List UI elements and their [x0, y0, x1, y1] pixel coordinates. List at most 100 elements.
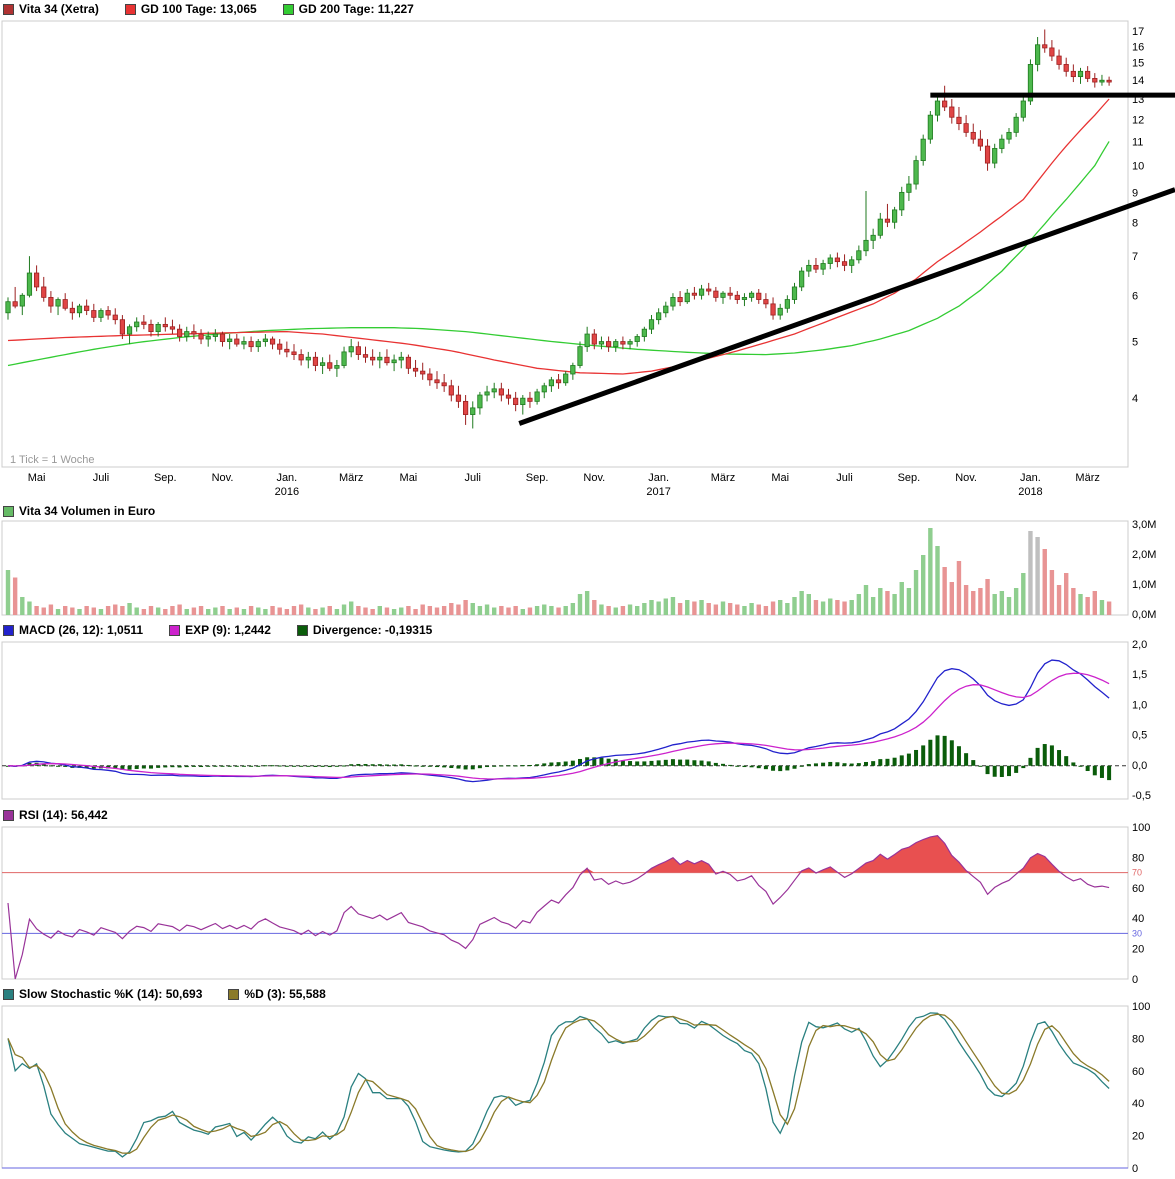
svg-text:80: 80 — [1132, 1033, 1144, 1045]
macd-signal-line — [7, 672, 1110, 780]
gd100-line — [7, 98, 1110, 375]
svg-text:1,5: 1,5 — [1132, 669, 1147, 681]
instrument-swatch-icon — [3, 3, 14, 15]
stoch-d-swatch-icon — [228, 988, 240, 1000]
macd-legend: MACD (26, 12): 1,0511 EXP (9): 1,2442 Di… — [0, 621, 1175, 638]
svg-text:Jan.: Jan. — [648, 472, 669, 484]
gd200-line — [7, 141, 1110, 367]
tick-note: 1 Tick = 1 Woche — [10, 454, 94, 466]
legend-item-macd: MACD (26, 12): 1,0511 — [3, 623, 143, 637]
svg-text:10: 10 — [1132, 161, 1144, 173]
svg-text:1,0: 1,0 — [1132, 699, 1147, 711]
svg-text:1,0M: 1,0M — [1132, 579, 1156, 591]
svg-text:Juli: Juli — [93, 472, 110, 484]
legend-label-stoch-k: Slow Stochastic %K (14): 50,693 — [19, 987, 203, 1001]
legend-item-volume: Vita 34 Volumen in Euro — [3, 504, 155, 518]
macd-chart-svg: 2,0 1,5 1,0 0,5 0,0 -0,5 — [1, 639, 1151, 802]
macd-y-axis-labels: 2,0 1,5 1,0 0,5 0,0 -0,5 — [1132, 639, 1151, 802]
svg-text:2017: 2017 — [646, 486, 670, 498]
svg-text:6: 6 — [1132, 290, 1138, 302]
rsi-legend: RSI (14): 56,442 — [0, 806, 1175, 823]
exp-swatch-icon — [169, 624, 181, 636]
svg-text:100: 100 — [1132, 823, 1150, 834]
rsi-70-label: 70 — [1132, 868, 1142, 878]
rsi-line — [7, 835, 1110, 980]
svg-text:2016: 2016 — [275, 486, 299, 498]
legend-label-gd100: GD 100 Tage: 13,065 — [140, 2, 257, 16]
candlestick-series — [5, 29, 1112, 429]
svg-text:8: 8 — [1132, 217, 1138, 229]
stochastic-chart-svg: 100 80 60 40 20 0 — [1, 1002, 1150, 1174]
volume-y-axis-labels: 3,0M 2,0M 1,0M 0,0M — [1132, 519, 1156, 621]
legend-label-volume: Vita 34 Volumen in Euro — [19, 504, 156, 518]
svg-text:0: 0 — [1132, 974, 1138, 985]
rsi-overbought-fill — [8, 835, 1110, 873]
gd100-swatch-icon — [124, 3, 136, 15]
svg-text:Juli: Juli — [836, 472, 853, 484]
svg-text:40: 40 — [1132, 1098, 1144, 1110]
legend-label-rsi: RSI (14): 56,442 — [19, 808, 108, 822]
legend-label-macd: MACD (26, 12): 1,0511 — [19, 623, 144, 637]
svg-text:Nov.: Nov. — [583, 472, 605, 484]
svg-text:2,0: 2,0 — [1132, 639, 1147, 651]
svg-text:2018: 2018 — [1018, 486, 1042, 498]
svg-text:40: 40 — [1132, 913, 1144, 925]
trend-line — [518, 187, 1175, 426]
stochastic-legend: Slow Stochastic %K (14): 50,693 %D (3): … — [0, 985, 1175, 1002]
svg-text:März: März — [1075, 472, 1099, 484]
macd-swatch-icon — [3, 624, 14, 636]
price-chart-svg: 17 16 15 14 13 12 11 10 9 8 7 6 5 4 1 Tick = 1 Woche Ma… — [1, 20, 1175, 498]
legend-item-gd200: GD 200 Tage: 11,227 — [282, 2, 414, 16]
rsi-30-label: 30 — [1132, 928, 1142, 938]
svg-text:80: 80 — [1132, 852, 1144, 864]
legend-label-stoch-d: %D (3): 55,588 — [244, 987, 326, 1001]
svg-text:0,5: 0,5 — [1132, 730, 1147, 742]
legend-label-gd200: GD 200 Tage: 11,227 — [298, 2, 414, 16]
macd-panel: MACD (26, 12): 1,0511 EXP (9): 1,2442 Di… — [0, 621, 1175, 806]
rsi-y-axis-labels: 100 80 60 40 20 0 — [1132, 823, 1150, 985]
svg-text:16: 16 — [1132, 41, 1144, 53]
legend-label-exp: EXP (9): 1,2442 — [185, 623, 271, 637]
svg-text:7: 7 — [1132, 251, 1138, 263]
svg-text:0,0: 0,0 — [1132, 760, 1147, 772]
legend-item-divergence: Divergence: -0,19315 — [296, 623, 433, 637]
svg-text:Sep.: Sep. — [154, 472, 177, 484]
svg-text:100: 100 — [1132, 1002, 1150, 1013]
svg-text:Sep.: Sep. — [898, 472, 921, 484]
svg-text:März: März — [339, 472, 363, 484]
volume-swatch-icon — [3, 505, 14, 517]
rsi-swatch-icon — [3, 809, 14, 821]
divergence-swatch-icon — [296, 624, 308, 636]
macd-line — [7, 659, 1110, 783]
price-plot-border — [1, 20, 1129, 468]
svg-text:14: 14 — [1132, 75, 1144, 87]
svg-text:Juli: Juli — [464, 472, 481, 484]
gd200-swatch-icon — [282, 3, 294, 15]
volume-legend: Vita 34 Volumen in Euro — [0, 502, 1175, 519]
svg-text:12: 12 — [1132, 114, 1144, 126]
svg-text:15: 15 — [1132, 58, 1144, 70]
legend-item-gd100: GD 100 Tage: 13,065 — [124, 2, 257, 16]
rsi-panel: RSI (14): 56,442 100 80 60 40 20 0 70 30 — [0, 806, 1175, 985]
macd-histogram — [6, 735, 1112, 781]
svg-text:9: 9 — [1132, 187, 1138, 199]
legend-item-stoch-k: Slow Stochastic %K (14): 50,693 — [3, 987, 202, 1001]
svg-text:5: 5 — [1132, 337, 1138, 349]
price-legend: Vita 34 (Xetra) GD 100 Tage: 13,065 GD 2… — [0, 0, 1175, 17]
stoch-d-line — [7, 1013, 1110, 1154]
legend-item-instrument: Vita 34 (Xetra) — [3, 2, 99, 16]
svg-text:60: 60 — [1132, 1066, 1144, 1078]
macd-plot-border — [1, 641, 1129, 800]
svg-text:März: März — [711, 472, 735, 484]
volume-chart-svg: 3,0M 2,0M 1,0M 0,0M — [1, 519, 1156, 621]
legend-label-divergence: Divergence: -0,19315 — [312, 623, 433, 637]
rsi-plot-border — [1, 826, 1129, 980]
volume-bars — [5, 528, 1112, 615]
svg-text:20: 20 — [1132, 1131, 1144, 1143]
stoch-k-swatch-icon — [3, 988, 14, 1000]
svg-text:17: 17 — [1132, 26, 1144, 38]
stoch-y-axis-labels: 100 80 60 40 20 0 — [1132, 1002, 1150, 1174]
svg-text:60: 60 — [1132, 883, 1144, 895]
svg-text:0: 0 — [1132, 1163, 1138, 1174]
price-y-axis-labels: 17 16 15 14 13 12 11 10 9 8 7 6 5 4 — [1132, 26, 1144, 405]
